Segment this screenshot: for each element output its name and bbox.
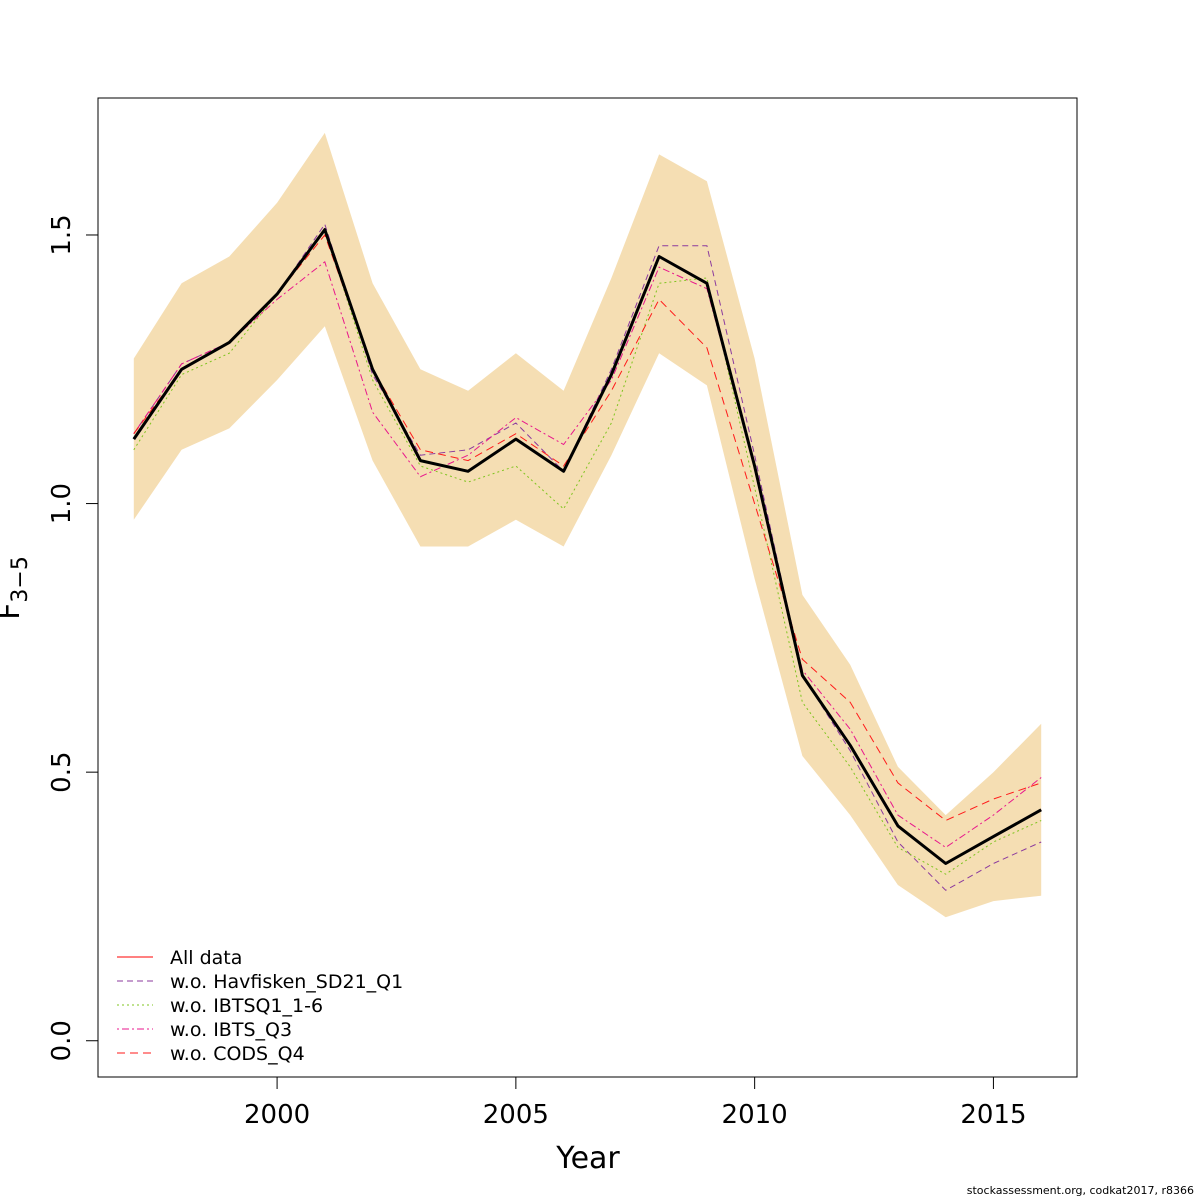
footer-credit: stockassessment.org, codkat2017, r8366 [966, 1184, 1194, 1197]
y-axis-title-main: F [0, 603, 27, 620]
y-axis: 0.0 0.5 1.0 1.5 [47, 214, 99, 1061]
y-axis-title: F3−5 [0, 556, 33, 620]
y-tick-label: 1.0 [47, 483, 77, 524]
y-tick-label: 1.5 [47, 214, 77, 255]
x-axis-title: Year [555, 1141, 620, 1176]
x-tick-label: 2000 [244, 1100, 310, 1130]
x-axis: 2000 2005 2010 2015 [244, 1076, 1027, 1130]
legend-label: w.o. IBTSQ1_1-6 [170, 995, 323, 1017]
legend-label: All data [170, 947, 242, 969]
legend-label: w.o. CODS_Q4 [170, 1043, 305, 1065]
confidence-band-layer [133, 132, 1042, 918]
confidence-band [133, 132, 1042, 918]
x-tick-label: 2015 [960, 1100, 1026, 1130]
x-tick-label: 2005 [483, 1100, 549, 1130]
estimate-line [132, 228, 1042, 865]
legend-label: w.o. IBTS_Q3 [170, 1019, 292, 1041]
legend-label: w.o. Havfisken_SD21_Q1 [170, 971, 403, 993]
series-layer [132, 223, 1042, 891]
y-axis-title-subscript: 3−5 [8, 556, 33, 602]
x-tick-label: 2010 [722, 1100, 788, 1130]
y-tick-label: 0.5 [47, 751, 77, 792]
series-line-4 [133, 260, 1042, 849]
y-tick-label: 0.0 [47, 1020, 77, 1061]
